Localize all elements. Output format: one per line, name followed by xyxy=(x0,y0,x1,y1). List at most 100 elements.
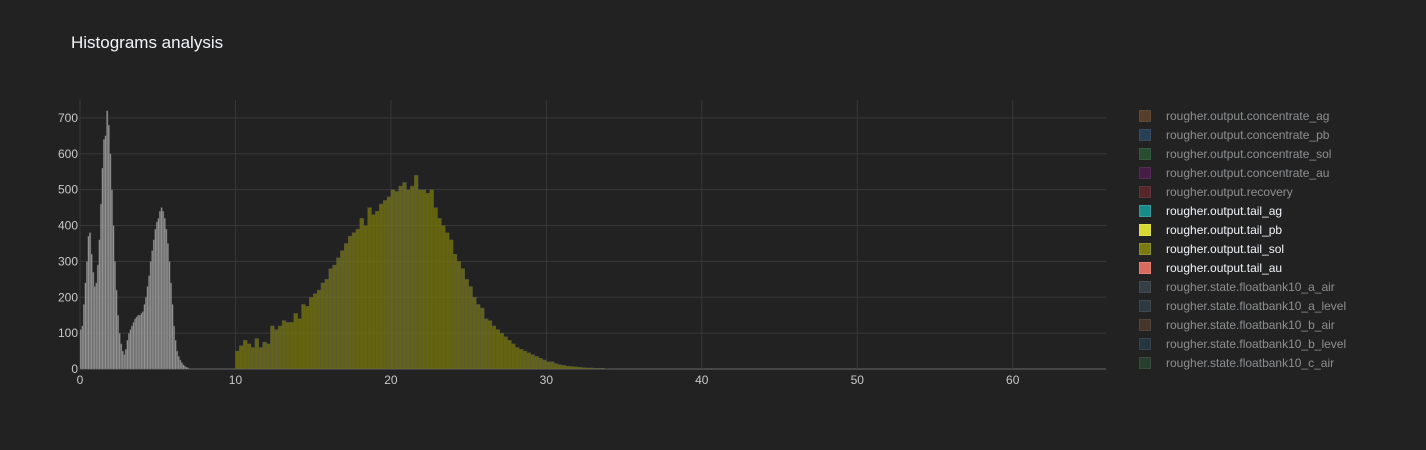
histogram-bar xyxy=(375,210,380,370)
histogram-bar xyxy=(406,189,411,370)
histogram-bar xyxy=(151,250,154,370)
histogram-bar xyxy=(596,368,601,370)
legend-item[interactable]: rougher.output.tail_ag xyxy=(1139,201,1282,220)
histogram-bar xyxy=(515,347,520,370)
legend-label: rougher.output.concentrate_sol xyxy=(1166,146,1332,161)
histogram-bar xyxy=(98,239,101,370)
histogram-bar xyxy=(297,318,302,370)
legend-swatch xyxy=(1139,223,1151,236)
histogram-bar xyxy=(137,315,140,370)
histogram-bar xyxy=(386,196,392,370)
histogram-bar xyxy=(557,364,563,370)
histogram-bar xyxy=(363,225,368,370)
histogram-bar xyxy=(121,350,124,370)
histogram-bar xyxy=(120,343,123,370)
legend-item[interactable]: rougher.output.tail_au xyxy=(1139,258,1282,277)
histogram-bar xyxy=(135,316,138,370)
histogram-bar xyxy=(301,304,306,370)
legend-item[interactable]: rougher.output.recovery xyxy=(1139,182,1293,201)
histogram-bar xyxy=(185,367,188,370)
histogram-bar xyxy=(445,232,450,370)
histogram-bar xyxy=(118,332,121,370)
histogram-bar xyxy=(141,311,144,370)
legend-item[interactable]: rougher.output.tail_pb xyxy=(1139,220,1282,239)
legend-item[interactable]: rougher.state.floatbank10_a_level xyxy=(1139,296,1346,315)
legend-item[interactable]: rougher.output.concentrate_pb xyxy=(1139,125,1329,144)
legend-swatch xyxy=(1139,299,1151,312)
histogram-bar xyxy=(546,361,551,370)
histogram-bar xyxy=(86,261,88,370)
x-tick-label: 30 xyxy=(540,373,554,387)
histogram-bar xyxy=(289,322,294,370)
histogram-bar xyxy=(157,218,160,370)
histogram-bar xyxy=(129,329,132,370)
histogram-bar xyxy=(526,352,532,370)
legend-item[interactable]: rougher.state.floatbank10_b_level xyxy=(1139,334,1346,353)
histogram-bar xyxy=(162,210,165,370)
legend-item[interactable]: rougher.output.concentrate_sol xyxy=(1139,144,1331,163)
histogram-bar xyxy=(171,304,174,370)
legend-swatch xyxy=(1139,204,1151,217)
histogram-bar xyxy=(550,361,555,370)
legend-item[interactable]: rougher.output.concentrate_au xyxy=(1139,163,1329,182)
series-rougher.output.tail_sol xyxy=(235,175,609,370)
histogram-bar xyxy=(553,363,559,370)
y-tick-label: 500 xyxy=(58,183,78,197)
legend-item[interactable]: rougher.output.tail_sol xyxy=(1139,239,1284,258)
histogram-bar xyxy=(146,286,149,370)
histogram-bar xyxy=(246,343,252,370)
x-tick-label: 50 xyxy=(851,373,865,387)
x-tick-label: 10 xyxy=(229,373,243,387)
histogram-bar xyxy=(266,343,271,370)
x-tick-label: 0 xyxy=(77,373,84,387)
legend-item[interactable]: rougher.output.concentrate_ag xyxy=(1139,106,1329,125)
histogram-bar xyxy=(309,297,314,370)
histogram-bar xyxy=(441,225,446,370)
histogram-bar xyxy=(476,304,481,370)
histogram-bar xyxy=(179,359,182,370)
histogram-bar xyxy=(262,341,267,370)
histogram-bar xyxy=(530,354,535,370)
legend-label: rougher.output.concentrate_ag xyxy=(1166,108,1330,123)
histogram-bar xyxy=(312,293,318,370)
legend-swatch xyxy=(1139,242,1151,255)
histogram-bar xyxy=(235,350,240,370)
histogram-bar xyxy=(293,313,298,370)
histogram-bar xyxy=(166,243,169,370)
histogram-bar xyxy=(274,329,279,370)
histogram-bars xyxy=(79,110,609,370)
histogram-bar xyxy=(359,218,364,370)
histogram-bar xyxy=(84,282,87,370)
histogram-bar xyxy=(367,207,372,370)
legend-item[interactable]: rougher.state.floatbank10_c_air xyxy=(1139,353,1334,372)
histogram-bar xyxy=(134,318,137,370)
histogram-bar xyxy=(250,347,256,370)
legend-item[interactable]: rougher.state.floatbank10_a_air xyxy=(1139,277,1335,296)
histogram-bar xyxy=(143,304,146,370)
legend-item[interactable]: rougher.state.floatbank10_b_air xyxy=(1139,315,1335,334)
histogram-bar xyxy=(96,264,99,370)
histogram-bar xyxy=(351,232,357,370)
histogram-bar xyxy=(101,167,104,370)
histogram-bar xyxy=(148,275,151,370)
legend-swatch xyxy=(1139,261,1151,274)
histogram-bar xyxy=(106,110,109,370)
histogram-bar xyxy=(113,261,116,370)
legend-swatch xyxy=(1139,337,1151,350)
histogram-bar xyxy=(421,189,427,370)
histogram-bar xyxy=(131,325,134,370)
histogram-bar xyxy=(534,356,539,370)
legend-label: rougher.output.tail_pb xyxy=(1166,222,1283,237)
histogram-bar xyxy=(600,368,605,370)
histogram-bar xyxy=(460,268,465,370)
histogram-bar xyxy=(371,214,376,370)
histogram-bar xyxy=(82,304,85,370)
histogram-bar xyxy=(414,175,419,370)
histogram-bar xyxy=(112,225,115,370)
series-rougher.output.tail_au xyxy=(79,110,190,370)
histogram-bar xyxy=(79,329,82,370)
histogram-bar xyxy=(281,320,287,370)
histogram-bar xyxy=(538,358,543,370)
legend-label: rougher.output.concentrate_pb xyxy=(1166,127,1330,142)
